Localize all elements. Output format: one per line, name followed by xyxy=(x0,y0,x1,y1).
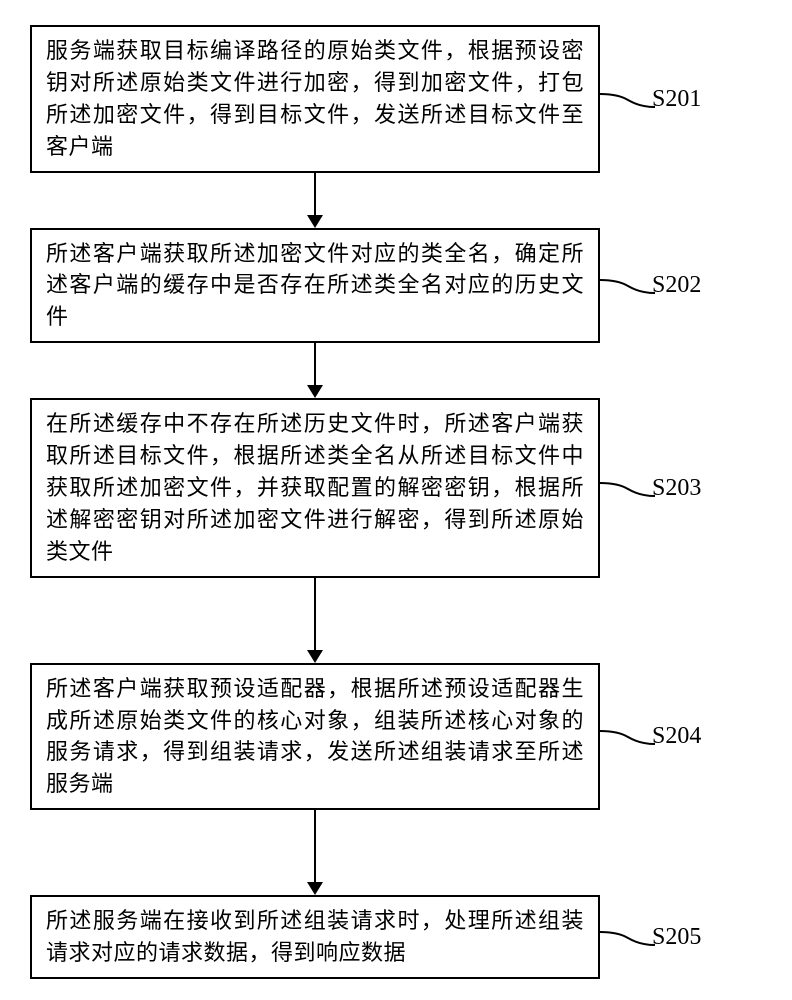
step-label: S203 xyxy=(652,476,701,500)
label-connector: S202 xyxy=(600,266,701,304)
label-connector: S205 xyxy=(600,918,701,956)
step-box-s204: 所述客户端获取预设适配器，根据所述预设适配器生成所述原始类文件的核心对象，组装所… xyxy=(30,663,600,811)
arrow-down-icon xyxy=(303,173,327,228)
curve-icon xyxy=(600,80,655,118)
step-row: 所述客户端获取预设适配器，根据所述预设适配器生成所述原始类文件的核心对象，组装所… xyxy=(30,663,792,811)
step-label: S204 xyxy=(652,724,701,748)
step-text: 所述客户端获取所述加密文件对应的类全名，确定所述客户端的缓存中是否存在所述类全名… xyxy=(46,241,584,330)
step-row: 所述服务端在接收到所述组装请求时，处理所述组装请求对应的请求数据，得到响应数据 … xyxy=(30,895,792,979)
step-row: 服务端获取目标编译路径的原始类文件，根据预设密钥对所述原始类文件进行加密，得到加… xyxy=(30,25,792,173)
label-connector: S203 xyxy=(600,469,701,507)
step-row: 在所述缓存中不存在所述历史文件时，所述客户端获取所述目标文件，根据所述类全名从所… xyxy=(30,398,792,577)
flowchart-container: 服务端获取目标编译路径的原始类文件，根据预设密钥对所述原始类文件进行加密，得到加… xyxy=(0,0,792,1000)
step-box-s205: 所述服务端在接收到所述组装请求时，处理所述组装请求对应的请求数据，得到响应数据 xyxy=(30,895,600,979)
curve-icon xyxy=(600,266,655,304)
arrow-container xyxy=(30,173,600,228)
step-label: S202 xyxy=(652,273,701,297)
step-text: 在所述缓存中不存在所述历史文件时，所述客户端获取所述目标文件，根据所述类全名从所… xyxy=(46,411,584,564)
step-text: 所述客户端获取预设适配器，根据所述预设适配器生成所述原始类文件的核心对象，组装所… xyxy=(46,676,584,797)
arrow-container xyxy=(30,343,600,398)
label-connector: S204 xyxy=(600,717,701,755)
arrow-container xyxy=(30,578,600,663)
arrow-down-icon xyxy=(303,578,327,663)
step-row: 所述客户端获取所述加密文件对应的类全名，确定所述客户端的缓存中是否存在所述类全名… xyxy=(30,228,792,344)
step-text: 服务端获取目标编译路径的原始类文件，根据预设密钥对所述原始类文件进行加密，得到加… xyxy=(46,38,584,159)
step-text: 所述服务端在接收到所述组装请求时，处理所述组装请求对应的请求数据，得到响应数据 xyxy=(46,908,584,965)
step-box-s203: 在所述缓存中不存在所述历史文件时，所述客户端获取所述目标文件，根据所述类全名从所… xyxy=(30,398,600,577)
arrow-down-icon xyxy=(303,810,327,895)
curve-icon xyxy=(600,717,655,755)
arrow-container xyxy=(30,810,600,895)
step-box-s202: 所述客户端获取所述加密文件对应的类全名，确定所述客户端的缓存中是否存在所述类全名… xyxy=(30,228,600,344)
label-connector: S201 xyxy=(600,80,701,118)
curve-icon xyxy=(600,918,655,956)
step-label: S201 xyxy=(652,87,701,111)
arrow-down-icon xyxy=(303,343,327,398)
step-box-s201: 服务端获取目标编译路径的原始类文件，根据预设密钥对所述原始类文件进行加密，得到加… xyxy=(30,25,600,173)
step-label: S205 xyxy=(652,925,701,949)
curve-icon xyxy=(600,469,655,507)
